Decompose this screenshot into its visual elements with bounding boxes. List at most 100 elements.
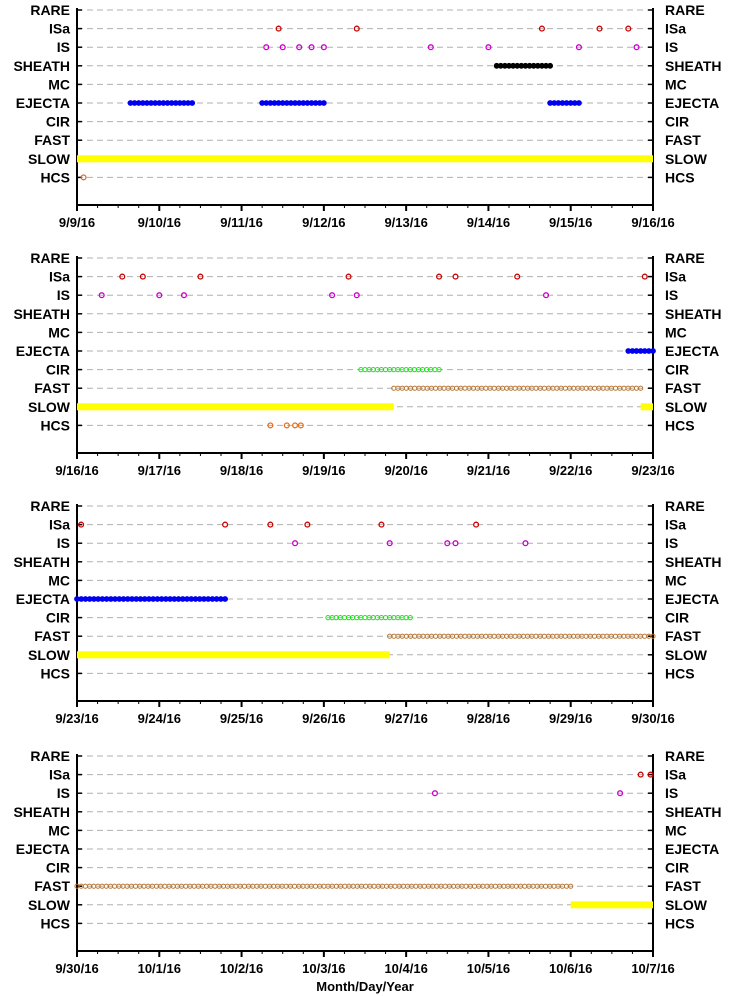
point-isa <box>119 273 126 280</box>
x-tick-label: 10/5/16 <box>467 961 510 976</box>
x-tick-label: 9/11/16 <box>220 215 263 230</box>
y-label-left-cir: CIR <box>46 362 70 378</box>
point-is <box>156 292 163 299</box>
y-label-right-sheath: SHEATH <box>665 804 722 820</box>
y-label-left-sheath: SHEATH <box>13 554 70 570</box>
y-label-right-ejecta: EJECTA <box>665 591 719 607</box>
y-label-left-rare: RARE <box>30 250 70 266</box>
point-is <box>296 44 303 51</box>
range-cir <box>358 367 442 373</box>
y-label-left-ejecta: EJECTA <box>16 95 70 111</box>
y-label-left-isa: ISa <box>49 21 70 37</box>
marker-fast <box>612 633 618 639</box>
marker-fast <box>312 883 319 889</box>
range-sheath <box>493 62 554 69</box>
point-isa <box>596 25 603 32</box>
y-label-left-hcs: HCS <box>40 417 70 433</box>
y-label-left-mc: MC <box>48 76 70 92</box>
x-tick-label: 9/17/16 <box>138 463 181 478</box>
y-label-left-is: IS <box>57 287 70 303</box>
x-tick-label: 9/16/16 <box>55 463 98 478</box>
x-tick-label: 9/21/16 <box>467 463 510 478</box>
point-isa <box>514 273 521 280</box>
y-label-right-fast: FAST <box>665 628 701 644</box>
y-label-right-rare: RARE <box>665 748 705 764</box>
y-label-left-hcs: HCS <box>40 665 70 681</box>
marker-fast <box>562 633 568 639</box>
point-is <box>617 790 624 797</box>
y-label-left-mc: MC <box>48 572 70 588</box>
marker-fast <box>650 633 656 639</box>
point-isa <box>353 25 360 32</box>
point-is <box>633 44 640 51</box>
marker-fast <box>512 385 518 391</box>
x-tick-label: 9/27/16 <box>384 711 427 726</box>
point-hcs <box>283 422 290 429</box>
point-isa <box>78 521 85 528</box>
point-isa <box>345 273 352 280</box>
point-isa <box>222 521 229 528</box>
marker-fast <box>522 883 528 889</box>
y-label-left-fast: FAST <box>34 132 70 148</box>
marker-fast <box>291 883 298 889</box>
marker-ejecta <box>320 100 327 106</box>
y-label-right-cir: CIR <box>665 362 689 378</box>
marker-fast <box>471 883 478 889</box>
x-tick-label: 9/30/16 <box>631 711 674 726</box>
y-label-right-isa: ISa <box>665 767 686 783</box>
y-label-right-fast: FAST <box>665 132 701 148</box>
range-cir <box>325 615 413 621</box>
point-is <box>320 44 327 51</box>
point-isa <box>647 771 654 778</box>
y-label-left-slow: SLOW <box>28 897 71 913</box>
point-isa <box>378 521 385 528</box>
x-tick-label: 9/12/16 <box>302 215 345 230</box>
y-label-right-slow: SLOW <box>665 399 708 415</box>
marker-fast <box>638 385 644 391</box>
range-slow <box>77 155 653 163</box>
point-is <box>353 292 360 299</box>
x-tick-label: 9/25/16 <box>220 711 263 726</box>
marker-fast <box>462 633 468 639</box>
y-label-right-mc: MC <box>665 822 687 838</box>
marker-fast <box>342 883 348 889</box>
point-is <box>522 540 529 547</box>
range-ejecta <box>625 348 656 354</box>
x-tick-label: 9/14/16 <box>467 215 510 230</box>
y-label-right-isa: ISa <box>665 269 686 285</box>
point-hcs <box>297 422 304 429</box>
y-label-left-sheath: SHEATH <box>13 58 70 74</box>
point-is <box>452 540 459 547</box>
y-label-right-sheath: SHEATH <box>665 554 722 570</box>
marker-cir <box>362 615 368 621</box>
point-isa <box>625 25 632 32</box>
point-is <box>308 44 315 51</box>
marker-fast <box>592 385 598 391</box>
point-is <box>263 44 270 51</box>
y-label-right-rare: RARE <box>665 498 705 514</box>
marker-fast <box>112 883 118 889</box>
y-label-right-is: IS <box>665 39 678 55</box>
marker-fast <box>591 633 598 639</box>
x-tick-label: 9/13/16 <box>384 215 427 230</box>
marker-fast <box>212 883 218 889</box>
point-is <box>427 44 434 51</box>
y-label-left-rare: RARE <box>30 2 70 18</box>
y-label-left-rare: RARE <box>30 748 70 764</box>
y-label-right-rare: RARE <box>665 2 705 18</box>
range-slow <box>77 651 390 659</box>
range-fast <box>391 385 644 391</box>
x-axis-title: Month/Day/Year <box>316 979 414 994</box>
y-label-right-is: IS <box>665 287 678 303</box>
point-is <box>575 44 582 51</box>
point-is <box>180 292 188 299</box>
y-label-left-is: IS <box>57 785 70 801</box>
y-label-right-isa: ISa <box>665 517 686 533</box>
x-tick-label: 9/10/16 <box>138 215 181 230</box>
marker-fast <box>642 633 648 639</box>
marker-fast <box>492 883 499 889</box>
x-tick-label: 10/2/16 <box>220 961 263 976</box>
y-label-right-ejecta: EJECTA <box>665 841 719 857</box>
range-ejecta <box>74 596 229 602</box>
